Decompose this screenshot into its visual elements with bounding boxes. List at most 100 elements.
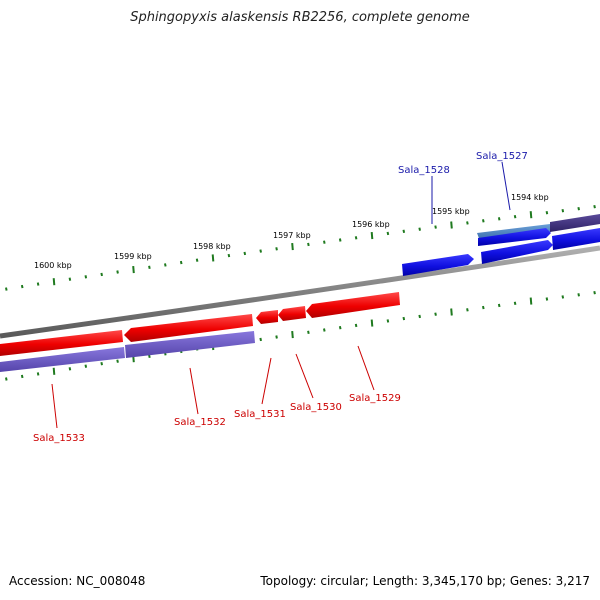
outer-ruler-minor-tick <box>497 217 501 221</box>
outer-ruler-major-tick <box>291 243 294 251</box>
inner-ruler-major-tick <box>529 297 533 305</box>
inner-ruler-minor-tick <box>593 291 596 295</box>
outer-ruler-minor-tick <box>577 207 580 211</box>
gene-label-sala-1532[interactable]: Sala_1532 <box>174 417 226 428</box>
gene-label-sala-1531[interactable]: Sala_1531 <box>234 409 286 420</box>
inner-ruler-major-tick <box>450 308 453 316</box>
outer-ruler-minor-tick <box>179 260 183 265</box>
gene-label-sala-1529[interactable]: Sala_1529 <box>349 393 401 404</box>
inner-ruler-major-tick <box>52 367 56 375</box>
outer-ruler-minor-tick <box>338 238 342 242</box>
kbp-label-1600: 1600 kbp <box>34 261 72 270</box>
outer-ruler-minor-tick <box>466 221 469 225</box>
outer-ruler-minor-tick <box>195 258 199 262</box>
outer-ruler-minor-tick <box>275 247 278 251</box>
inner-ruler-minor-tick <box>5 377 8 381</box>
outer-ruler-minor-tick <box>20 284 24 289</box>
outer-ruler-minor-tick <box>482 219 485 223</box>
map-title: Sphingopyxis alaskensis RB2256, complete… <box>130 10 470 25</box>
inner-ruler-minor-tick <box>577 293 580 297</box>
leader-sala-1533 <box>51 383 58 429</box>
inner-ruler-minor-tick <box>323 328 326 332</box>
inner-ruler-minor-tick <box>20 374 24 379</box>
genome-summary-text: Topology: circular; Length: 3,345,170 bp… <box>260 574 590 588</box>
cds-track-forward-2[interactable] <box>550 214 600 232</box>
gene-sala-1530[interactable] <box>278 306 306 321</box>
gene-sala-1527[interactable] <box>478 228 551 246</box>
outer-ruler-minor-tick <box>84 275 88 279</box>
outer-ruler-minor-tick <box>36 282 40 286</box>
outer-ruler-minor-tick <box>164 263 167 267</box>
inner-ruler-minor-tick <box>466 308 469 312</box>
outer-ruler-minor-tick <box>323 240 326 244</box>
gene-forward-4[interactable] <box>552 228 600 250</box>
outer-ruler-minor-tick <box>513 215 517 219</box>
gene-label-sala-1528[interactable]: Sala_1528 <box>398 165 450 176</box>
inner-ruler-minor-tick <box>259 337 262 342</box>
outer-ruler-minor-tick <box>418 227 421 231</box>
inner-ruler-ticks <box>5 291 596 381</box>
inner-ruler-minor-tick <box>513 301 517 305</box>
leader-sala-1532 <box>189 367 199 415</box>
outer-ruler-minor-tick <box>68 277 72 281</box>
kbp-label-1598: 1598 kbp <box>193 242 231 251</box>
gene-sala-1529[interactable] <box>306 292 400 318</box>
kbp-label-1599: 1599 kbp <box>114 252 152 261</box>
accession-text: Accession: NC_008048 <box>9 574 146 588</box>
inner-ruler-minor-tick <box>275 335 278 339</box>
outer-ruler-minor-tick <box>227 253 231 258</box>
cds-track-reverse-1[interactable] <box>0 347 125 372</box>
inner-ruler-minor-tick <box>561 295 565 299</box>
outer-ruler-minor-tick <box>116 270 119 274</box>
inner-ruler-minor-tick <box>354 323 358 328</box>
inner-ruler-minor-tick <box>36 372 40 376</box>
outer-ruler-minor-tick <box>402 229 406 233</box>
backbone-track <box>0 245 600 339</box>
leader-sala-1527 <box>501 161 511 211</box>
inner-ruler-minor-tick <box>418 314 421 319</box>
inner-ruler-minor-tick <box>338 326 342 330</box>
gene-sala-1528[interactable] <box>402 254 474 276</box>
inner-ruler-major-tick <box>370 319 374 327</box>
gene-label-sala-1527[interactable]: Sala_1527 <box>476 151 528 162</box>
outer-ruler-minor-tick <box>100 272 103 277</box>
inner-ruler-minor-tick <box>482 305 485 310</box>
inner-ruler-minor-tick <box>402 316 406 321</box>
gene-label-sala-1530[interactable]: Sala_1530 <box>290 402 342 413</box>
outer-ruler-major-tick <box>211 254 215 262</box>
outer-ruler-minor-tick <box>259 249 262 253</box>
gene-forward-3[interactable] <box>481 240 553 264</box>
outer-ruler-minor-tick <box>5 287 8 291</box>
inner-ruler-major-tick <box>291 331 294 339</box>
inner-ruler-minor-tick <box>68 367 72 371</box>
outer-ruler-major-tick <box>450 221 453 229</box>
kbp-label-1597: 1597 kbp <box>273 231 311 240</box>
outer-ruler-minor-tick <box>307 242 310 247</box>
outer-ruler-ticks <box>5 205 596 291</box>
gene-sala-1531[interactable] <box>256 310 278 324</box>
gene-label-sala-1533[interactable]: Sala_1533 <box>33 433 85 444</box>
cds-track-reverse-2[interactable] <box>125 331 255 358</box>
outer-ruler-minor-tick <box>561 209 565 213</box>
outer-ruler-minor-tick <box>545 211 549 215</box>
inner-ruler-minor-tick <box>116 359 119 363</box>
kbp-label-1595: 1595 kbp <box>432 207 470 216</box>
gene-sala-1532[interactable] <box>124 314 253 342</box>
inner-ruler-minor-tick <box>84 364 88 368</box>
outer-ruler-minor-tick <box>243 251 247 256</box>
gene-sala-1533[interactable] <box>0 330 123 356</box>
inner-ruler-minor-tick <box>497 303 501 308</box>
outer-ruler-minor-tick <box>434 225 437 229</box>
outer-ruler-major-tick <box>132 266 135 274</box>
inner-ruler-minor-tick <box>434 312 437 316</box>
inner-ruler-minor-tick <box>545 297 549 301</box>
outer-ruler-major-tick <box>370 232 374 240</box>
outer-ruler-minor-tick <box>386 231 390 236</box>
leader-sala-1530 <box>295 353 314 399</box>
inner-ruler-minor-tick <box>100 362 103 366</box>
kbp-label-1596: 1596 kbp <box>352 220 390 229</box>
inner-ruler-minor-tick <box>386 319 390 323</box>
leader-sala-1531 <box>261 357 272 405</box>
outer-ruler-minor-tick <box>593 205 596 209</box>
